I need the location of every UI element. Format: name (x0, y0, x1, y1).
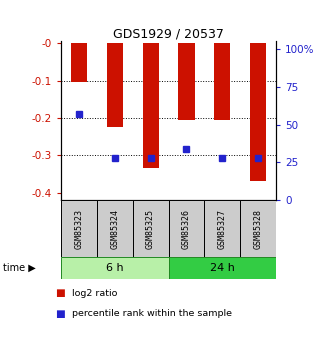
Bar (178, 43, 195, 120)
Bar (169, 200, 204, 257)
Text: ■: ■ (55, 309, 64, 319)
Bar (240, 200, 276, 257)
Bar (71, 43, 87, 82)
Text: time ▶: time ▶ (3, 263, 36, 273)
Title: GDS1929 / 20537: GDS1929 / 20537 (113, 27, 224, 40)
Bar (214, 43, 230, 120)
Bar (133, 200, 169, 257)
Bar (169, 257, 276, 279)
Bar (107, 43, 123, 127)
Text: GSM85327: GSM85327 (218, 209, 227, 248)
Bar (250, 43, 266, 181)
Text: percentile rank within the sample: percentile rank within the sample (72, 309, 232, 318)
Bar (204, 200, 240, 257)
Text: GSM85325: GSM85325 (146, 209, 155, 248)
Text: GSM85328: GSM85328 (254, 209, 263, 248)
Text: 24 h: 24 h (210, 263, 235, 273)
Text: GSM85324: GSM85324 (110, 209, 119, 248)
Text: ■: ■ (55, 288, 64, 298)
Text: GSM85323: GSM85323 (74, 209, 83, 248)
Bar (61, 257, 169, 279)
Bar (143, 43, 159, 168)
Text: GSM85326: GSM85326 (182, 209, 191, 248)
Text: log2 ratio: log2 ratio (72, 289, 117, 298)
Bar (61, 200, 97, 257)
Bar (97, 200, 133, 257)
Text: 6 h: 6 h (106, 263, 124, 273)
